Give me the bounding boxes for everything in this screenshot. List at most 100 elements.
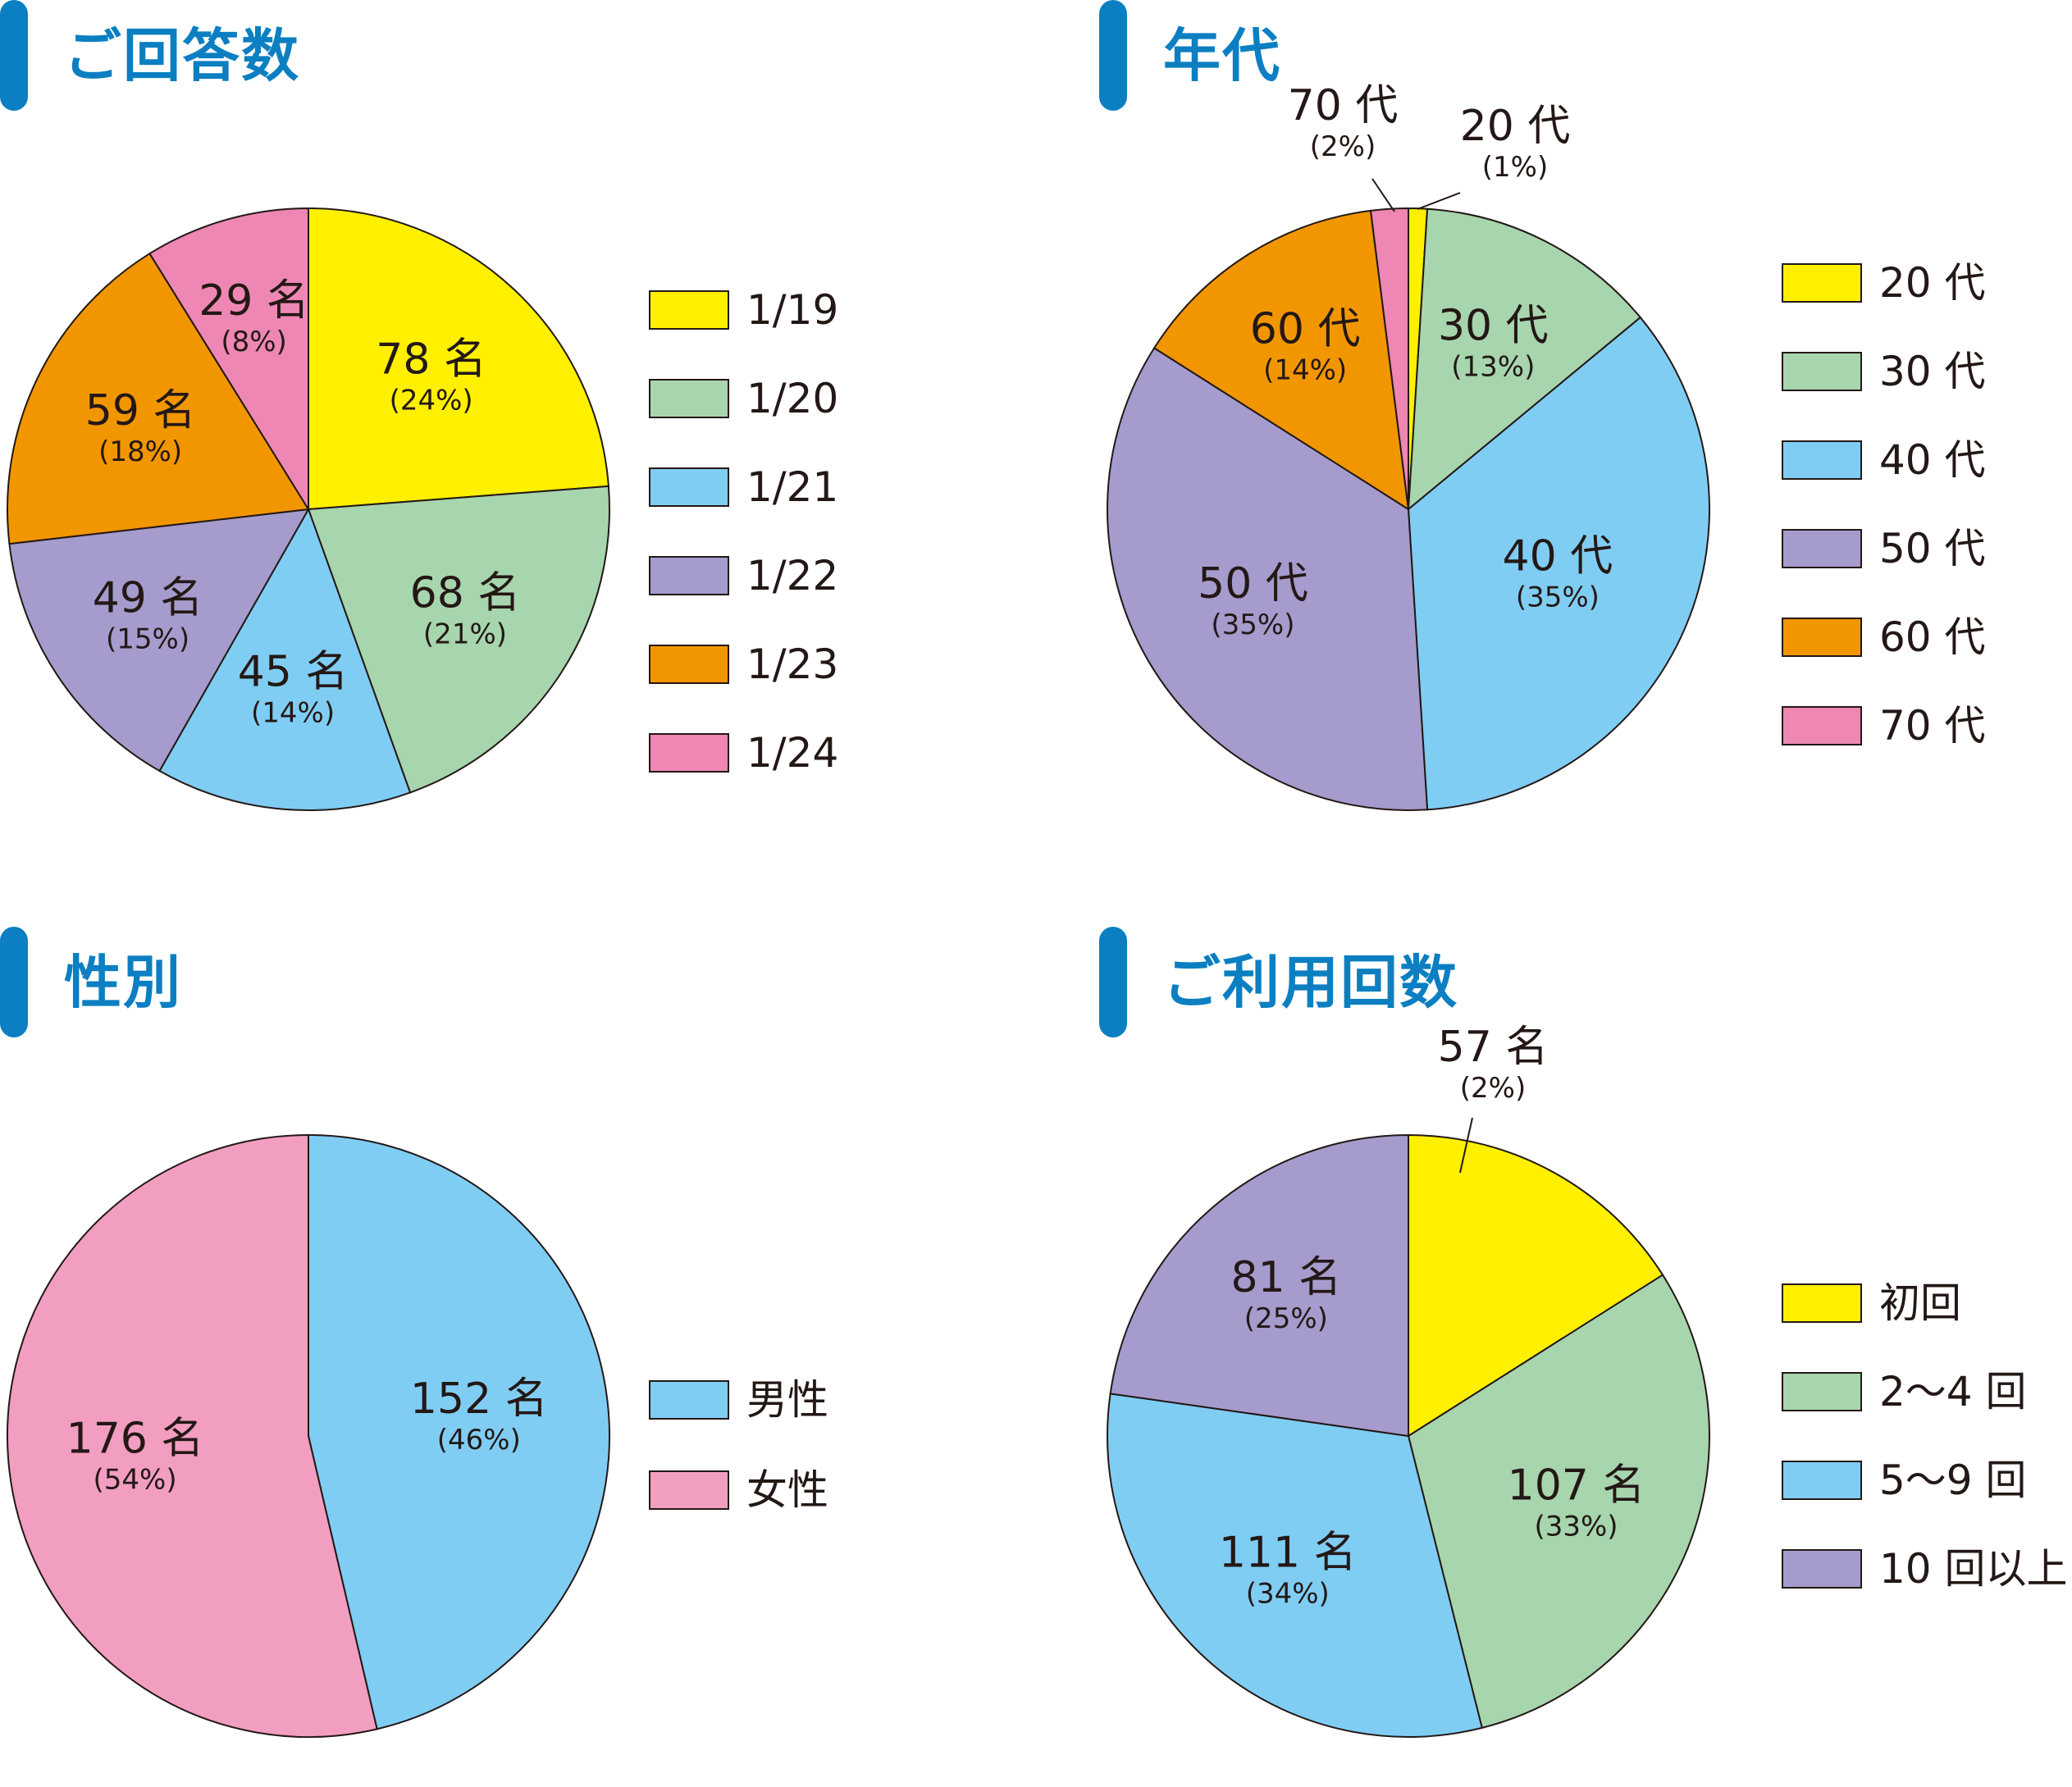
title-accent-bar — [1099, 0, 1127, 111]
slice-label: 111 名 — [1219, 1529, 1357, 1578]
legend-label: 1/22 — [746, 552, 838, 599]
legend-swatch — [649, 733, 729, 773]
pie-slice-0 — [308, 1133, 610, 1730]
legend-label: 1/23 — [746, 640, 838, 688]
slice-label: 176 名 — [66, 1414, 204, 1463]
legend-swatch — [649, 1470, 729, 1510]
slice-percent-label: (15%) — [106, 623, 189, 656]
legend-label: 1/20 — [746, 375, 838, 422]
pie-slice-0 — [1408, 1133, 1664, 1438]
chart-title: ご利用回数 — [1163, 949, 1458, 1016]
slice-label: 30 代 — [1438, 301, 1549, 350]
slice-label: 40 代 — [1503, 532, 1613, 581]
chart-panel-age: 年代 20 代 (1%) 30 代 (13%) 40 代 (35%) 50 代 (35%) 60… — [1099, 0, 2072, 860]
slice-label: 152 名 — [410, 1374, 548, 1424]
slice-percent-label: (33%) — [1534, 1511, 1618, 1543]
slice-label: 60 代 — [1250, 305, 1361, 354]
slice-percent-label: (2%) — [1460, 1072, 1526, 1105]
leader-line — [1371, 178, 1395, 212]
legend-label: 30 代 — [1879, 348, 1986, 395]
pie-slice-4 — [1152, 209, 1410, 511]
pie-slice-2 — [158, 507, 412, 811]
slice-label: 59 名 — [85, 386, 196, 435]
slice-label: 81 名 — [1231, 1253, 1342, 1302]
legend-label: 初回 — [1879, 1279, 1961, 1327]
legend-swatch — [1782, 440, 1862, 480]
pie-slice-1 — [307, 485, 610, 794]
legend-label: 10 回以上 — [1879, 1545, 2068, 1593]
title-accent-bar — [1099, 927, 1127, 1037]
chart-panel-gender: 性別 152 名 (46%) 176 名 (54%) 男性 女性 — [0, 927, 1036, 1787]
legend-swatch — [1782, 1283, 1862, 1323]
legend-label: 1/19 — [746, 286, 838, 334]
chart-title: 年代 — [1163, 22, 1281, 89]
slice-label: 57 名 — [1438, 1023, 1549, 1072]
pie-slice-1 — [1407, 1274, 1710, 1730]
pie-slice-3 — [1109, 1133, 1409, 1438]
legend-label: 70 代 — [1879, 702, 1986, 750]
pie-slice-1 — [1407, 207, 1642, 512]
slice-percent-label: (54%) — [93, 1463, 176, 1496]
chart-title: 性別 — [64, 949, 182, 1016]
legend-label: 50 代 — [1879, 525, 1986, 572]
legend-swatch — [1782, 263, 1862, 303]
legend-label: 1/21 — [746, 463, 838, 511]
legend-label: 20 代 — [1879, 259, 1986, 307]
slice-percent-label: (14%) — [251, 696, 335, 729]
pie-slice-5 — [1369, 207, 1409, 510]
pie-chart-age: 20 代(1%)30 代(13%)40 代(35%)50 代(35%)60 代(… — [1107, 81, 1986, 811]
legend-swatch — [649, 1380, 729, 1420]
legend-swatch — [1782, 1461, 1862, 1500]
chart-title: ご回答数 — [64, 22, 300, 89]
pie-slice-0 — [308, 207, 609, 511]
legend-label: 2〜4 回 — [1879, 1368, 2027, 1415]
legend-label: 40 代 — [1879, 436, 1986, 484]
leader-line — [1459, 1117, 1473, 1174]
slice-percent-label: (2%) — [1310, 130, 1376, 163]
legend-label: 女性 — [746, 1466, 828, 1514]
slice-label: 20 代 — [1460, 102, 1571, 151]
slice-label: 107 名 — [1508, 1461, 1645, 1511]
legend-swatch — [649, 467, 729, 507]
chart-panel-responses: ご回答数 78 名 (24%) 68 名 (21%) 45 名 (14%) 49 名 (15%… — [0, 0, 1036, 860]
legend-swatch — [1782, 352, 1862, 391]
slice-percent-label: (35%) — [1211, 609, 1294, 641]
title-accent-bar — [0, 0, 28, 111]
legend-swatch — [1782, 529, 1862, 568]
slice-label: 70 代 — [1288, 81, 1399, 130]
pie-slice-3 — [8, 508, 310, 773]
legend-label: 5〜9 回 — [1879, 1456, 2027, 1504]
legend-swatch — [649, 645, 729, 684]
legend-swatch — [1782, 706, 1862, 745]
pie-slice-3 — [1107, 346, 1429, 811]
slice-label: 50 代 — [1198, 559, 1308, 609]
slice-label: 68 名 — [410, 569, 521, 618]
legend-label: 1/24 — [746, 729, 838, 777]
pie-slice-5 — [148, 207, 309, 513]
legend-label: 男性 — [746, 1376, 828, 1424]
pie-chart-usage: 57 名(2%) 107 名(33%) 111 名(34%) 81 名(25%) 初回 2… — [1107, 1023, 2068, 1738]
slice-percent-label: (18%) — [98, 435, 182, 468]
slice-percent-label: (14%) — [1263, 354, 1347, 387]
slice-percent-label: (34%) — [1246, 1578, 1330, 1611]
leader-line — [1417, 192, 1461, 210]
legend-swatch — [1782, 1549, 1862, 1589]
slice-percent-label: (21%) — [423, 618, 507, 651]
slice-percent-label: (24%) — [390, 384, 473, 417]
pie-slice-4 — [7, 252, 310, 545]
slice-percent-label: (8%) — [221, 326, 286, 358]
slice-label: 78 名 — [376, 335, 486, 384]
slice-label: 49 名 — [93, 574, 203, 623]
legend-swatch — [649, 290, 729, 330]
slice-percent-label: (35%) — [1516, 581, 1600, 614]
legend-swatch — [1782, 1372, 1862, 1411]
slice-percent-label: (13%) — [1451, 350, 1535, 383]
slice-label: 29 名 — [199, 276, 309, 326]
legend-label: 60 代 — [1879, 613, 1986, 661]
slice-label: 45 名 — [238, 647, 349, 696]
slice-percent-label: (25%) — [1244, 1302, 1328, 1335]
pie-slice-2 — [1407, 316, 1710, 811]
chart-panel-usage: ご利用回数 57 名 (2%) 107 名 (33%) 111 名 (34%) 81 名 (2… — [1099, 927, 2072, 1787]
legend-swatch — [649, 379, 729, 418]
